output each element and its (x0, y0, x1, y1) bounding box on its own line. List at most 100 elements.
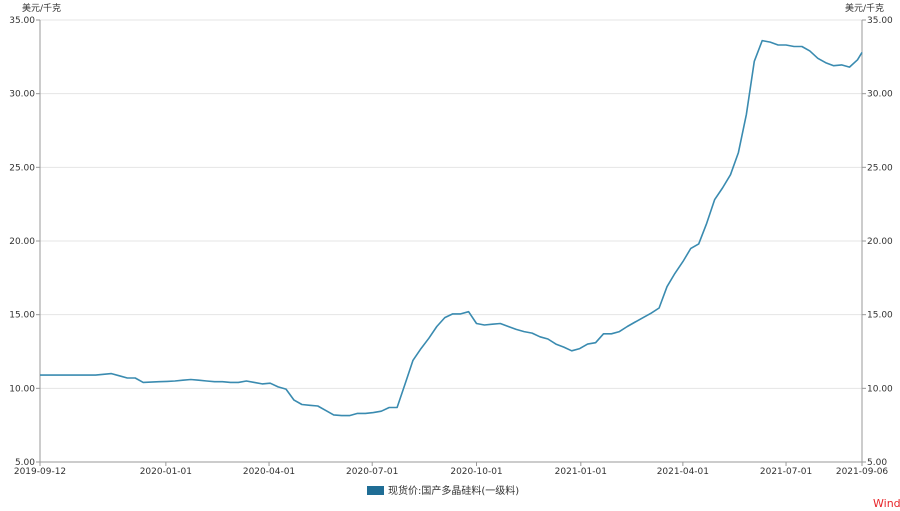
data-point (642, 317, 644, 319)
data-point (690, 248, 692, 250)
y-tick-label-left: 30.00 (9, 90, 35, 100)
data-point (825, 62, 827, 64)
x-tick-label: 2021-07-01 (760, 467, 812, 477)
data-point (39, 374, 41, 376)
x-tick-label: 2020-07-01 (346, 467, 398, 477)
data-point (230, 382, 232, 384)
data-point (555, 343, 557, 345)
x-tick-label: 2021-09-06 (836, 467, 889, 477)
right-unit-label: 美元/千克 (845, 2, 884, 14)
data-point (142, 382, 144, 384)
data-point (547, 338, 549, 340)
y-tick-label-right: 5.00 (867, 458, 887, 468)
data-point (317, 405, 319, 407)
x-tick-label: 2020-04-01 (243, 467, 295, 477)
y-tick-label-right: 15.00 (867, 311, 893, 321)
y-tick-label-left: 20.00 (9, 237, 35, 247)
data-point (388, 407, 390, 409)
data-point (349, 415, 351, 417)
data-point (587, 343, 589, 345)
data-point (444, 317, 446, 319)
data-point (500, 323, 502, 325)
data-point (261, 383, 263, 385)
data-point (127, 377, 129, 379)
data-point (809, 50, 811, 52)
data-point (682, 261, 684, 263)
data-point (333, 414, 335, 416)
data-point (833, 65, 835, 67)
data-point (373, 412, 375, 414)
data-point (134, 377, 136, 379)
data-point (103, 374, 105, 376)
data-point (730, 174, 732, 176)
data-point (539, 336, 541, 338)
x-tick-label: 2019-09-12 (14, 467, 66, 477)
x-axis-ticks: 2019-09-12 2020-01-01 2020-04-01 2020-07-01… (14, 462, 889, 477)
data-point (150, 381, 152, 383)
data-point (468, 311, 470, 313)
data-point (785, 44, 787, 46)
data-point (246, 380, 248, 382)
data-point (492, 323, 494, 325)
data-point (634, 321, 636, 323)
data-point (650, 312, 652, 314)
data-point (222, 381, 224, 383)
data-point (777, 44, 779, 46)
data-point (428, 337, 430, 339)
data-point (190, 379, 192, 381)
data-point (95, 374, 97, 376)
data-point (738, 152, 740, 154)
data-point (627, 326, 629, 328)
data-point (269, 382, 271, 384)
data-point (761, 40, 763, 42)
data-point (341, 415, 343, 417)
data-point (476, 323, 478, 325)
data-point (722, 187, 724, 189)
data-point (325, 410, 327, 412)
data-point (357, 413, 359, 415)
data-point (404, 383, 406, 385)
data-point (508, 326, 510, 328)
data-point (706, 223, 708, 225)
data-point (523, 331, 525, 333)
data-point (111, 373, 113, 375)
data-point (619, 331, 621, 333)
data-point (515, 329, 517, 331)
x-tick-label: 2021-04-01 (657, 467, 709, 477)
data-point (603, 333, 605, 335)
data-point (714, 199, 716, 201)
y-tick-label-left: 10.00 (9, 384, 35, 394)
y-axis-left-ticks: 5.00 10.00 15.00 20.00 25.00 30.00 35.00 (9, 16, 40, 468)
data-point (412, 360, 414, 362)
data-point (166, 381, 168, 383)
data-point (857, 59, 859, 61)
data-point (381, 410, 383, 412)
data-point (595, 342, 597, 344)
data-point (666, 286, 668, 288)
data-point (79, 374, 81, 376)
x-tick-label: 2021-01-01 (555, 467, 607, 477)
data-point (436, 326, 438, 328)
data-point (861, 52, 863, 54)
data-point (174, 380, 176, 382)
gridlines (40, 19, 862, 389)
left-unit-label: 美元/千克 (22, 2, 61, 14)
data-point (817, 58, 819, 60)
y-tick-label-left: 15.00 (9, 311, 35, 321)
data-point (531, 332, 533, 334)
data-point (301, 404, 303, 406)
data-point (452, 313, 454, 315)
data-point (484, 324, 486, 326)
data-point (47, 374, 49, 376)
data-point (579, 348, 581, 350)
x-tick-label: 2020-01-01 (140, 467, 192, 477)
y-tick-label-right: 25.00 (867, 163, 893, 173)
series-line-polysilicon-price (40, 39, 863, 417)
data-point (71, 374, 73, 376)
data-point (55, 374, 57, 376)
data-point (293, 399, 295, 401)
y-tick-label-right: 10.00 (867, 384, 893, 394)
data-point (658, 307, 660, 309)
y-tick-label-left: 25.00 (9, 163, 35, 173)
y-tick-label-right: 30.00 (867, 90, 893, 100)
